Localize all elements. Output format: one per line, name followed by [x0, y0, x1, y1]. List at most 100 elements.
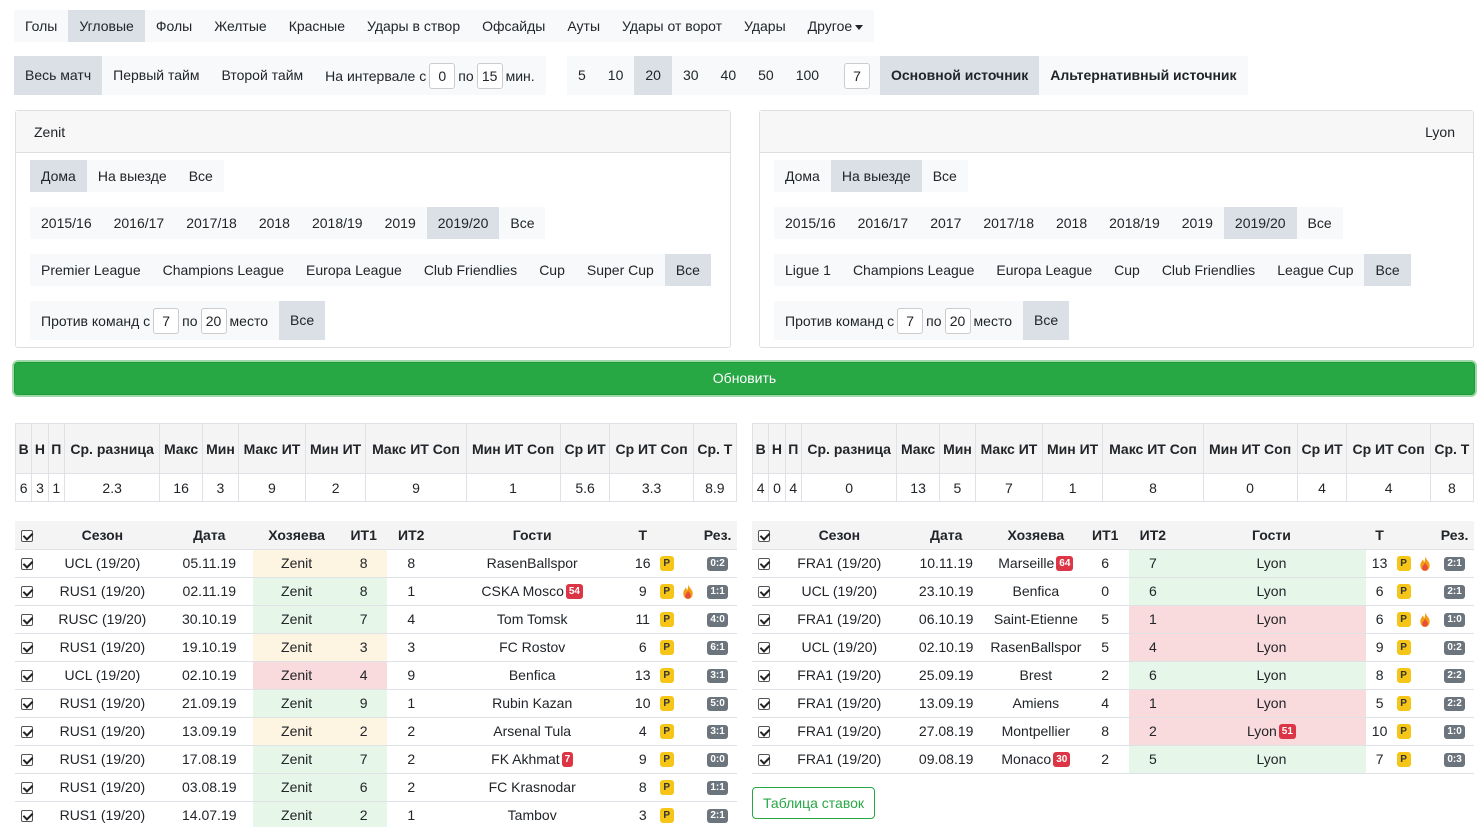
- away-season-all[interactable]: Все: [1307, 215, 1332, 231]
- away-competition-item[interactable]: Europa League: [996, 262, 1093, 278]
- home-season-item[interactable]: 2019/20: [426, 207, 500, 239]
- home-competition-item[interactable]: Cup: [539, 262, 565, 278]
- tab-corners[interactable]: Угловые: [68, 10, 145, 42]
- home-season-item[interactable]: 2018/19: [311, 215, 363, 231]
- period-full-match[interactable]: Весь матч: [14, 56, 103, 95]
- p-badge[interactable]: P: [1396, 668, 1411, 684]
- away-season-item[interactable]: 2017: [930, 215, 962, 231]
- row-checkbox[interactable]: [15, 661, 40, 690]
- away-competition-item[interactable]: Club Friendlies: [1161, 262, 1256, 278]
- away-competition-item[interactable]: League Cup: [1277, 262, 1354, 278]
- row-checkbox[interactable]: [752, 689, 777, 718]
- away-season-item[interactable]: 2018/19: [1109, 215, 1160, 231]
- row-checkbox[interactable]: [752, 549, 777, 578]
- count-100[interactable]: 100: [795, 67, 820, 83]
- row-checkbox[interactable]: [15, 801, 40, 827]
- home-competition-item[interactable]: Premier League: [41, 262, 141, 278]
- p-badge[interactable]: P: [1396, 640, 1411, 656]
- select-all-checkbox[interactable]: [752, 521, 777, 550]
- count-custom-input[interactable]: 7: [844, 62, 871, 89]
- away-competition-item[interactable]: Champions League: [852, 262, 975, 278]
- p-badge[interactable]: P: [659, 780, 674, 796]
- away-venue-home[interactable]: Дома: [785, 168, 820, 184]
- home-season-item[interactable]: 2015/16: [41, 215, 92, 231]
- p-badge[interactable]: P: [659, 584, 674, 600]
- row-checkbox[interactable]: [752, 577, 777, 606]
- p-badge[interactable]: P: [659, 556, 674, 572]
- row-checkbox[interactable]: [15, 689, 40, 718]
- count-20[interactable]: 20: [634, 56, 672, 95]
- away-competition-item[interactable]: Ligue 1: [785, 262, 831, 278]
- count-50[interactable]: 50: [758, 67, 774, 83]
- p-badge[interactable]: P: [659, 696, 674, 712]
- p-badge[interactable]: P: [659, 612, 674, 628]
- source-main[interactable]: Основной источник: [880, 56, 1040, 95]
- row-checkbox[interactable]: [15, 745, 40, 774]
- p-badge[interactable]: P: [1396, 612, 1411, 628]
- row-checkbox[interactable]: [15, 577, 40, 606]
- away-season-item[interactable]: 2016/17: [857, 215, 909, 231]
- home-competition-item[interactable]: Club Friendlies: [423, 262, 518, 278]
- period-second-half[interactable]: Второй тайм: [221, 67, 304, 83]
- row-checkbox[interactable]: [15, 773, 40, 802]
- rank-from-input[interactable]: 7: [153, 307, 180, 334]
- count-30[interactable]: 30: [682, 67, 699, 83]
- count-40[interactable]: 40: [720, 67, 737, 83]
- tab-red[interactable]: Красные: [288, 18, 346, 34]
- interval-from-input[interactable]: 0: [429, 62, 456, 89]
- row-checkbox[interactable]: [15, 549, 40, 578]
- away-season-item[interactable]: 2018: [1055, 215, 1088, 231]
- p-badge[interactable]: P: [659, 640, 674, 656]
- tab-other-dropdown[interactable]: Другое: [797, 10, 874, 42]
- count-5[interactable]: 5: [578, 67, 586, 83]
- home-season-item[interactable]: 2017/18: [186, 215, 237, 231]
- away-venue-away[interactable]: На выезде: [830, 160, 922, 192]
- home-rank-all[interactable]: Все: [278, 301, 326, 340]
- tab-fouls[interactable]: Фолы: [155, 18, 193, 34]
- count-custom[interactable]: 7: [830, 56, 884, 95]
- home-rank-range[interactable]: Против команд с 7 по 20 место: [30, 301, 279, 340]
- away-venue-all[interactable]: Все: [932, 168, 957, 184]
- home-competition-item[interactable]: Champions League: [162, 262, 285, 278]
- rank-to-input[interactable]: 20: [200, 307, 227, 334]
- home-competition-item[interactable]: Europa League: [306, 262, 402, 278]
- update-button[interactable]: Обновить: [14, 362, 1475, 395]
- away-competition-all[interactable]: Все: [1364, 254, 1411, 286]
- home-season-all[interactable]: Все: [510, 215, 535, 231]
- tab-goals[interactable]: Голы: [25, 18, 58, 34]
- rank-to-input[interactable]: 20: [944, 307, 971, 334]
- row-checkbox[interactable]: [752, 633, 777, 662]
- p-badge[interactable]: P: [659, 668, 674, 684]
- tab-goal-kicks[interactable]: Удары от ворот: [622, 18, 723, 34]
- p-badge[interactable]: P: [1396, 752, 1411, 768]
- away-season-item[interactable]: 2017/18: [983, 215, 1034, 231]
- p-badge[interactable]: P: [659, 808, 674, 824]
- count-10[interactable]: 10: [607, 67, 624, 83]
- home-season-item[interactable]: 2019: [384, 215, 416, 231]
- row-checkbox[interactable]: [752, 717, 777, 746]
- home-competition-item[interactable]: Super Cup: [586, 262, 654, 278]
- tab-throw-ins[interactable]: Ауты: [567, 18, 601, 34]
- row-checkbox[interactable]: [752, 661, 777, 690]
- home-venue-away[interactable]: На выезде: [97, 168, 167, 184]
- interval-to-input[interactable]: 15: [476, 62, 503, 89]
- home-season-item[interactable]: 2016/17: [113, 215, 165, 231]
- p-badge[interactable]: P: [1396, 696, 1411, 712]
- away-rank-all[interactable]: Все: [1022, 301, 1070, 340]
- away-rank-range[interactable]: Против команд с 7 по 20 место: [774, 301, 1023, 340]
- tab-shots-on-target[interactable]: Удары в створ: [367, 18, 461, 34]
- p-badge[interactable]: P: [1396, 556, 1411, 572]
- away-season-item[interactable]: 2015/16: [785, 215, 836, 231]
- home-venue-all[interactable]: Все: [188, 168, 213, 184]
- row-checkbox[interactable]: [15, 605, 40, 634]
- home-season-item[interactable]: 2018: [258, 215, 290, 231]
- home-competition-all[interactable]: Все: [664, 254, 711, 286]
- away-season-item[interactable]: 2019/20: [1223, 207, 1297, 239]
- row-checkbox[interactable]: [15, 633, 40, 662]
- bets-table-button[interactable]: Таблица ставок: [752, 787, 876, 819]
- p-badge[interactable]: P: [1396, 724, 1411, 740]
- away-season-item[interactable]: 2019: [1181, 215, 1213, 231]
- period-interval[interactable]: На интервале с 0 по 15 мин.: [314, 56, 546, 95]
- away-competition-item[interactable]: Cup: [1114, 262, 1140, 278]
- tab-shots[interactable]: Удары: [744, 18, 786, 34]
